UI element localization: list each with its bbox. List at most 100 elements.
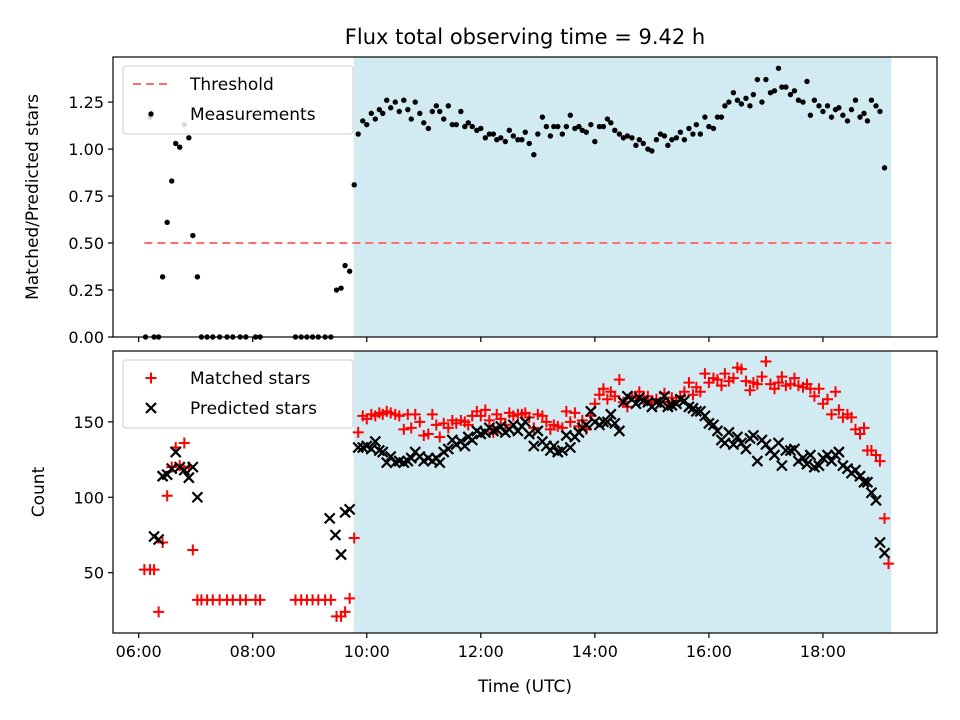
legend-label: Matched stars (190, 369, 310, 389)
predicted-star-point (519, 416, 532, 428)
predicted-star-point (191, 491, 204, 504)
predicted-star-point (617, 396, 630, 409)
matched-star-point (740, 375, 752, 387)
measurement-point (852, 97, 859, 103)
x-tick-label: 18:00 (800, 642, 846, 661)
measurement-point (820, 108, 826, 115)
matched-star-point (405, 422, 417, 434)
measurement-point (848, 106, 855, 113)
predicted-star-point (699, 410, 711, 422)
measurement-point (177, 144, 183, 150)
measurement-point (551, 123, 557, 130)
measurement-point (159, 274, 166, 280)
measurement-point (346, 268, 353, 274)
legend-label: Threshold (189, 75, 274, 95)
predicted-star-point (833, 446, 845, 458)
ratio-panel: 0.00 0.25 0.50 0.75 1.00 1.25 Matched/Predicte… (23, 56, 938, 347)
measurement-point (702, 114, 708, 120)
matched-star-point (564, 416, 576, 428)
measurement-point (824, 103, 831, 109)
measurement-point (686, 125, 692, 132)
predicted-star-point (711, 425, 724, 437)
measurement-point (771, 88, 778, 94)
measurement-point (502, 138, 509, 145)
measurement-point (384, 97, 390, 103)
x-tick-label: 12:00 (458, 642, 504, 661)
predicted-star-point (768, 449, 781, 461)
predicted-star-point (707, 419, 720, 431)
measurement-point (877, 108, 883, 115)
measurement-point (333, 287, 340, 293)
y-tick-label: 1.00 (68, 140, 104, 159)
matched-star-point (609, 390, 621, 402)
matched-star-point (393, 410, 405, 422)
predicted-star-point (747, 429, 760, 442)
measurement-point (624, 133, 631, 139)
measurement-point (164, 219, 170, 226)
predicted-star-point (343, 503, 356, 516)
x-tick-label: 08:00 (230, 642, 276, 661)
predicted-star-point (613, 425, 626, 437)
predicted-star-point (797, 452, 809, 464)
measurement-point (747, 103, 753, 109)
predicted-star-point (865, 486, 878, 499)
predicted-star-point (804, 449, 817, 461)
matched-star-point (874, 455, 886, 467)
measurement-point (535, 131, 541, 137)
measurement-point (519, 136, 525, 143)
measurement-point (355, 131, 361, 137)
matched-star-point (854, 428, 866, 440)
predicted-star-point (654, 398, 667, 410)
predicted-star-point (780, 444, 792, 457)
matched-star-point (398, 423, 410, 435)
predicted-star-point (776, 459, 788, 472)
predicted-star-point (169, 446, 182, 458)
count-panel: 06:00 08:00 10:00 12:00 14:00 16:00 18:00 50 100… (29, 350, 938, 661)
measurement-point (465, 120, 471, 126)
matched-star-point (442, 422, 454, 434)
matched-star-point (715, 380, 727, 392)
predicted-star-point (433, 456, 446, 469)
matched-star-point (240, 594, 252, 606)
predicted-star-point (564, 441, 577, 454)
matched-star-point (422, 428, 434, 440)
measurement-point (596, 123, 603, 130)
legend-marker-swatch (145, 372, 157, 384)
matched-star-point (776, 371, 788, 383)
matched-star-point (829, 386, 841, 398)
measurement-point (836, 105, 842, 111)
matched-star-point (344, 592, 356, 604)
matched-star-point (430, 419, 442, 431)
measurement-point (661, 133, 668, 139)
predicted-star-point (528, 440, 540, 452)
predicted-star-point (630, 398, 642, 410)
matched-star-point (601, 393, 613, 405)
measurement-point (437, 108, 443, 115)
measurement-point (396, 108, 402, 115)
matched-star-point (772, 377, 784, 389)
predicted-star-point (658, 390, 671, 403)
matched-star-point (826, 408, 838, 420)
measurement-point (190, 232, 196, 239)
matched-star-point (414, 416, 426, 428)
matched-star-point (426, 408, 438, 420)
measurement-point (441, 116, 447, 122)
matched-star-point (699, 368, 711, 380)
y-tick-label: 0.50 (68, 234, 104, 253)
measurement-point (714, 114, 721, 120)
y-tick-label: 150 (73, 413, 104, 432)
legend-box (122, 359, 354, 429)
measurement-point (526, 140, 532, 147)
matched-star-point (788, 372, 800, 384)
matched-star-point (833, 404, 845, 416)
measurement-point (673, 135, 680, 141)
measurement-point (811, 97, 818, 103)
matched-star-point (808, 390, 820, 402)
matched-star-point (719, 368, 731, 380)
measurement-point (469, 123, 475, 130)
matched-star-point (153, 606, 165, 618)
predicted-star-point (442, 443, 455, 455)
measurement-point (417, 110, 423, 117)
predicted-star-point (825, 455, 838, 467)
